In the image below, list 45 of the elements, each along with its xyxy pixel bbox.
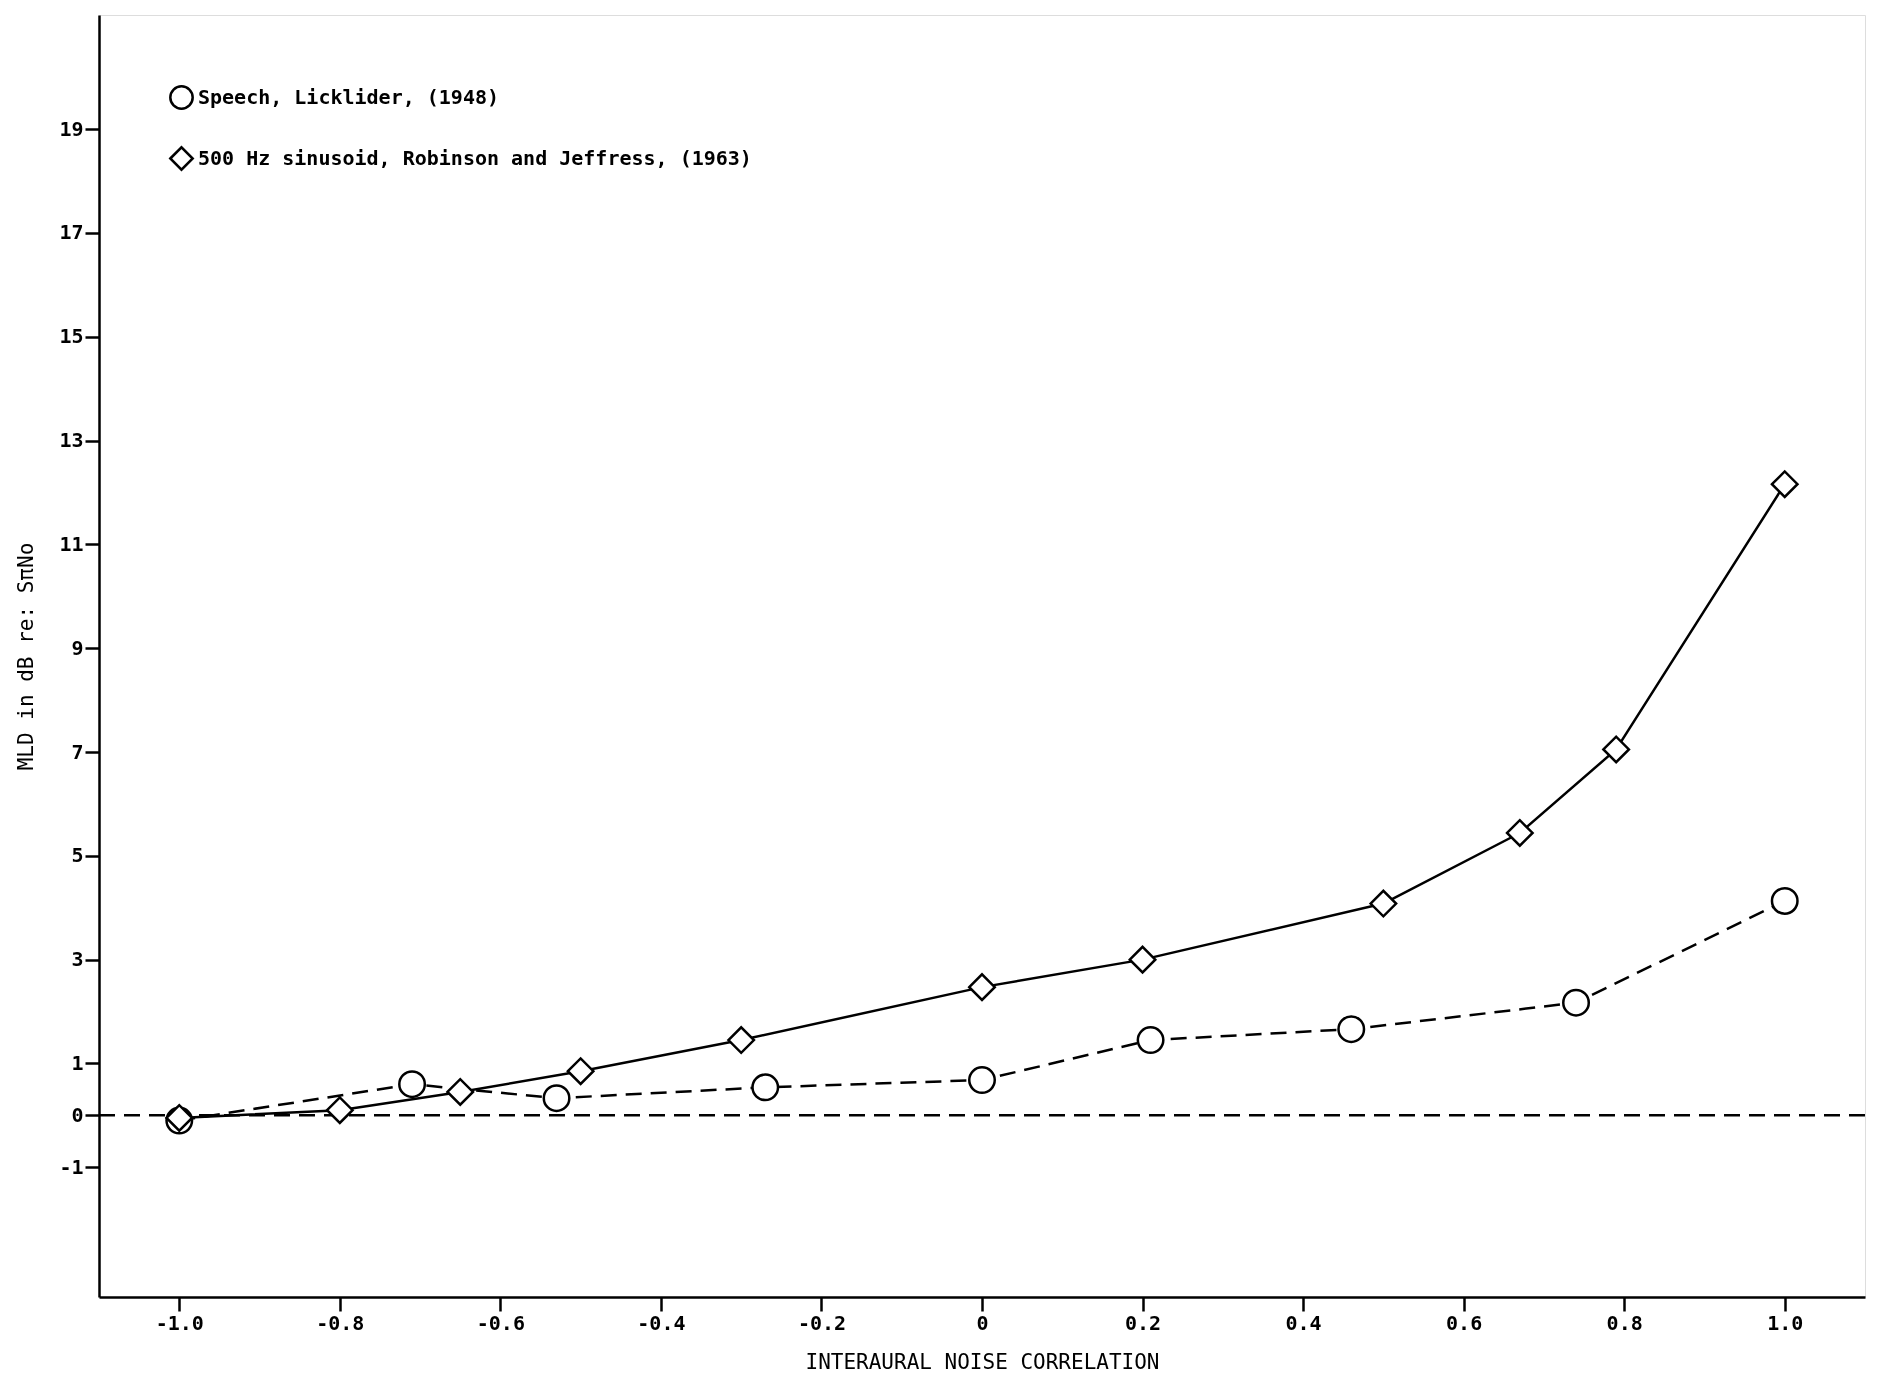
y-tick-label: 15 <box>59 324 84 349</box>
point <box>968 1066 996 1095</box>
point <box>566 1057 595 1086</box>
y-tick-label: 17 <box>59 220 84 245</box>
x-axis-title: INTERAURAL NOISE CORRELATION <box>805 1349 1160 1374</box>
x-tick-label: 0.6 <box>1446 1310 1483 1335</box>
legend-label: 500 Hz sinusoid, Robinson and Jeffress, (1963) <box>198 145 752 170</box>
y-tick-label: 11 <box>59 531 84 556</box>
x-tick-label: -0.2 <box>797 1310 847 1335</box>
point <box>1128 945 1157 974</box>
point <box>1770 470 1799 499</box>
x-tick-label: -0.4 <box>637 1310 686 1335</box>
y-tick-label: 19 <box>59 116 84 141</box>
x-tick-label: 0.2 <box>1124 1310 1162 1335</box>
x-tick-label: 0.4 <box>1285 1310 1322 1335</box>
point <box>727 1026 756 1055</box>
point <box>542 1084 571 1113</box>
x-tick-label: 0 <box>976 1310 989 1335</box>
legend-label: Speech, Licklider, (1948) <box>198 84 500 109</box>
point <box>1337 1015 1366 1044</box>
x-tick-label: -0.8 <box>316 1310 365 1335</box>
point <box>1136 1026 1165 1055</box>
point <box>1369 889 1398 918</box>
y-tick-label: -1 <box>59 1154 84 1179</box>
point <box>1602 735 1631 764</box>
y-tick-label: 13 <box>59 428 84 453</box>
point <box>1770 887 1799 915</box>
x-tick-label: -0.6 <box>476 1310 525 1335</box>
x-tick-label: 1.0 <box>1767 1310 1804 1335</box>
x-tick-label: -1.0 <box>155 1310 204 1335</box>
point <box>751 1073 780 1102</box>
point <box>446 1077 475 1106</box>
y-tick-label: 1 <box>71 1050 84 1075</box>
y-axis-title: MLD in dB re: SπNo <box>14 542 39 771</box>
y-tick-label: 5 <box>71 843 84 868</box>
point <box>325 1096 354 1125</box>
point <box>398 1070 427 1099</box>
point <box>968 973 996 1002</box>
point <box>1562 988 1591 1017</box>
point <box>1505 818 1534 847</box>
y-tick-label: 7 <box>71 739 84 764</box>
y-tick-label: 3 <box>71 947 84 972</box>
y-tick-label: 9 <box>71 635 84 660</box>
x-tick-label: 0.8 <box>1606 1310 1643 1335</box>
y-tick-label: 0 <box>71 1102 84 1127</box>
